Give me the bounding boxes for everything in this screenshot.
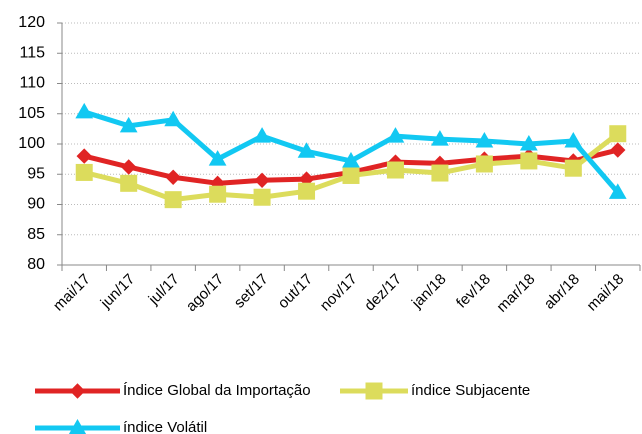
x-tick-label: fev/18	[453, 271, 494, 312]
marker	[386, 161, 404, 179]
marker	[119, 116, 138, 133]
marker	[386, 127, 405, 143]
marker	[253, 127, 271, 143]
marker	[208, 150, 227, 166]
marker	[475, 131, 494, 148]
x-tick-label: nov/17	[317, 271, 361, 315]
marker	[120, 159, 137, 175]
x-tick-label: jun/17	[97, 271, 139, 313]
marker	[164, 110, 183, 127]
x-tick-label: jul/17	[145, 271, 183, 309]
marker	[165, 169, 181, 185]
marker	[254, 172, 270, 189]
x-tick-label: jan/18	[408, 271, 450, 313]
marker	[164, 191, 182, 209]
marker	[120, 174, 138, 192]
marker	[297, 142, 316, 158]
marker	[68, 418, 87, 434]
x-tick-label: mar/18	[493, 271, 538, 316]
y-tick-label: 95	[27, 165, 45, 182]
marker	[564, 159, 582, 177]
marker	[610, 142, 626, 158]
marker	[253, 188, 271, 206]
y-tick-label: 110	[19, 75, 45, 92]
marker	[75, 163, 93, 181]
x-tick-label: mai/17	[50, 271, 94, 315]
marker	[609, 125, 627, 143]
marker	[475, 155, 493, 173]
marker	[75, 102, 94, 119]
marker	[431, 164, 449, 182]
x-tick-label: ago/17	[183, 271, 227, 315]
y-tick-label: 85	[27, 226, 45, 243]
legend-label: índice Subjacente	[411, 382, 530, 399]
marker	[431, 130, 449, 146]
y-tick-label: 105	[18, 105, 45, 122]
marker	[564, 131, 583, 148]
marker	[365, 382, 383, 400]
x-tick-label: out/17	[275, 271, 317, 313]
x-tick-label: abr/18	[541, 271, 583, 313]
legend-label: índice Volátil	[123, 419, 207, 434]
marker	[69, 383, 86, 399]
y-tick-label: 120	[18, 14, 45, 31]
y-tick-label: 90	[27, 196, 45, 213]
y-tick-label: 80	[27, 256, 45, 273]
marker	[342, 166, 360, 184]
marker	[608, 183, 627, 199]
marker	[209, 185, 227, 203]
y-tick-label: 115	[19, 44, 45, 61]
marker	[298, 182, 316, 200]
marker	[519, 134, 538, 151]
marker	[342, 151, 360, 168]
x-tick-label: set/17	[231, 271, 272, 312]
marker	[76, 148, 92, 164]
marker	[520, 152, 538, 170]
x-tick-label: dez/17	[361, 271, 405, 315]
y-tick-label: 100	[18, 135, 45, 152]
x-tick-label: mai/18	[584, 271, 628, 315]
legend-label: Índice Global da Importação	[123, 382, 311, 399]
